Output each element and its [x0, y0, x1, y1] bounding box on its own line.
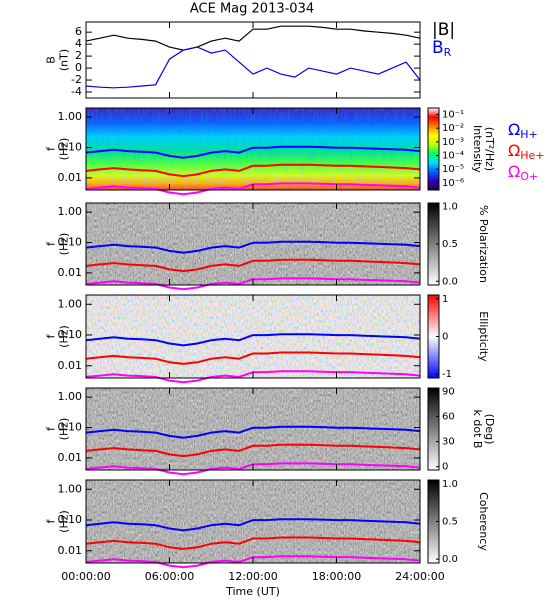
y-tick-label: 0.01 — [58, 266, 83, 279]
y-tick-label: 0.10 — [58, 236, 83, 249]
gyrofrequency-line — [85, 351, 421, 365]
y-tick-label: 1.00 — [58, 482, 83, 495]
legend-label: B — [432, 38, 444, 58]
colorbar-label: % Polarization — [477, 205, 490, 283]
y-tick-label: 1.00 — [58, 297, 83, 310]
colorbar-tick-label: -1 — [442, 369, 452, 380]
gyrofrequency-line — [85, 240, 421, 254]
colorbar-label: Ellipticity — [477, 311, 490, 362]
y-axis-label: f — [45, 333, 58, 338]
colorbar — [427, 387, 440, 471]
colorbar-tick-label: 0 — [442, 332, 448, 343]
legend-label: Ω — [508, 141, 520, 160]
colorbar-label: (Deg) — [483, 414, 496, 445]
y-tick-label: 0.01 — [58, 359, 83, 372]
colorbar-label: Intensity — [471, 125, 484, 173]
legend-entry: |B| — [432, 20, 455, 40]
y-tick-label: 0.01 — [58, 451, 83, 464]
y-tick-label: 0.10 — [58, 328, 83, 341]
x-tick-label: 18:00:00 — [312, 570, 361, 583]
y-axis-label: f — [45, 146, 58, 151]
legend-subscript: R — [444, 46, 452, 59]
colorbar-label: Coherency — [477, 492, 490, 551]
y-tick-label: 0 — [75, 61, 82, 74]
gyrofrequency-line — [85, 333, 421, 347]
y-axis-label: f — [45, 241, 58, 246]
y-tick-label: -4 — [71, 85, 82, 98]
legend-label: Ω — [508, 162, 520, 181]
y-tick-label: 0.10 — [58, 513, 83, 526]
colorbar-tick-label: 90 — [442, 386, 455, 397]
colorbar-tick-label: 1.0 — [442, 479, 458, 490]
legend-entry: ΩHe+ — [508, 141, 545, 163]
y-tick-label: 0.01 — [58, 171, 83, 184]
y-tick-label: 4 — [75, 37, 82, 50]
colorbar-tick-label: 1.0 — [442, 202, 458, 213]
y-tick-label: 0.10 — [58, 421, 83, 434]
gyrofrequency-line — [85, 145, 421, 159]
y-axis-label: f — [45, 426, 58, 431]
x-tick-label: 00:00:00 — [61, 570, 110, 583]
gyrofrequency-line — [85, 163, 421, 178]
gyrofrequency-line — [85, 443, 421, 458]
chart-title: ACE Mag 2013-034 — [190, 2, 314, 17]
y-tick-label: 1.00 — [58, 390, 83, 403]
y-axis-label: (nT) — [58, 49, 71, 71]
colorbar-tick-label: 0.5 — [442, 239, 458, 250]
legend-entry: ΩO+ — [508, 162, 538, 184]
y-tick-label: 2 — [75, 49, 82, 62]
y-axis-label: (Hz) — [58, 418, 71, 441]
y-tick-label: -2 — [71, 73, 82, 86]
gyrofrequency-line — [85, 536, 421, 550]
colorbar-tick-label: 30 — [442, 437, 455, 448]
gyrofrequency-line — [85, 425, 421, 439]
colorbar-tick-label: 10⁻² — [442, 123, 464, 134]
y-axis-label: (Hz) — [58, 510, 71, 533]
legend-label: Ω — [508, 120, 520, 139]
colorbar-tick-label: 60 — [442, 411, 455, 422]
data-line — [85, 25, 421, 51]
x-tick-label: 24:00:00 — [395, 570, 444, 583]
colorbar-label: k dot B — [471, 410, 484, 449]
y-axis-label: (Hz) — [58, 138, 71, 161]
colorbar-tick-label: 10⁻¹ — [442, 110, 464, 121]
colorbar-tick-label: 10⁻⁴ — [442, 151, 464, 162]
legend-entry: ΩH+ — [508, 120, 538, 142]
gyrofrequency-line — [85, 258, 421, 273]
y-axis-label: f — [45, 518, 58, 523]
legend-label: |B| — [432, 20, 455, 40]
x-tick-label: 12:00:00 — [228, 570, 277, 583]
colorbar-tick-label: 0.5 — [442, 517, 458, 528]
y-axis-label: (Hz) — [58, 325, 71, 348]
y-tick-label: 1.00 — [58, 205, 83, 218]
colorbar-tick-label: 0.0 — [442, 554, 458, 565]
colorbar-tick-label: 0 — [442, 462, 448, 473]
colorbar-tick-label: 10⁻⁶ — [442, 178, 464, 189]
x-tick-label: 06:00:00 — [145, 570, 194, 583]
gyrofrequency-line — [85, 518, 421, 532]
legend-subscript: He+ — [520, 149, 544, 162]
colorbar — [427, 107, 440, 191]
legend-subscript: H+ — [520, 128, 538, 141]
data-line — [85, 46, 421, 89]
colorbar-label: (nT²/Hz) — [483, 127, 496, 171]
y-axis-label: (Hz) — [58, 233, 71, 256]
y-axis-label: B — [45, 56, 58, 64]
colorbar-tick-label: 0.0 — [442, 276, 458, 287]
legend-entry: BR — [432, 38, 452, 59]
colorbar-tick-label: 10⁻⁵ — [442, 164, 464, 175]
colorbar-tick-label: 10⁻³ — [442, 137, 464, 148]
y-tick-label: 6 — [75, 25, 82, 38]
colorbar-tick-label: 1 — [442, 294, 448, 305]
y-tick-label: 1.00 — [58, 110, 83, 123]
y-tick-label: 0.01 — [58, 544, 83, 557]
y-tick-label: 0.10 — [58, 141, 83, 154]
x-axis-label: Time (UT) — [225, 585, 280, 598]
legend-subscript: O+ — [520, 170, 538, 183]
